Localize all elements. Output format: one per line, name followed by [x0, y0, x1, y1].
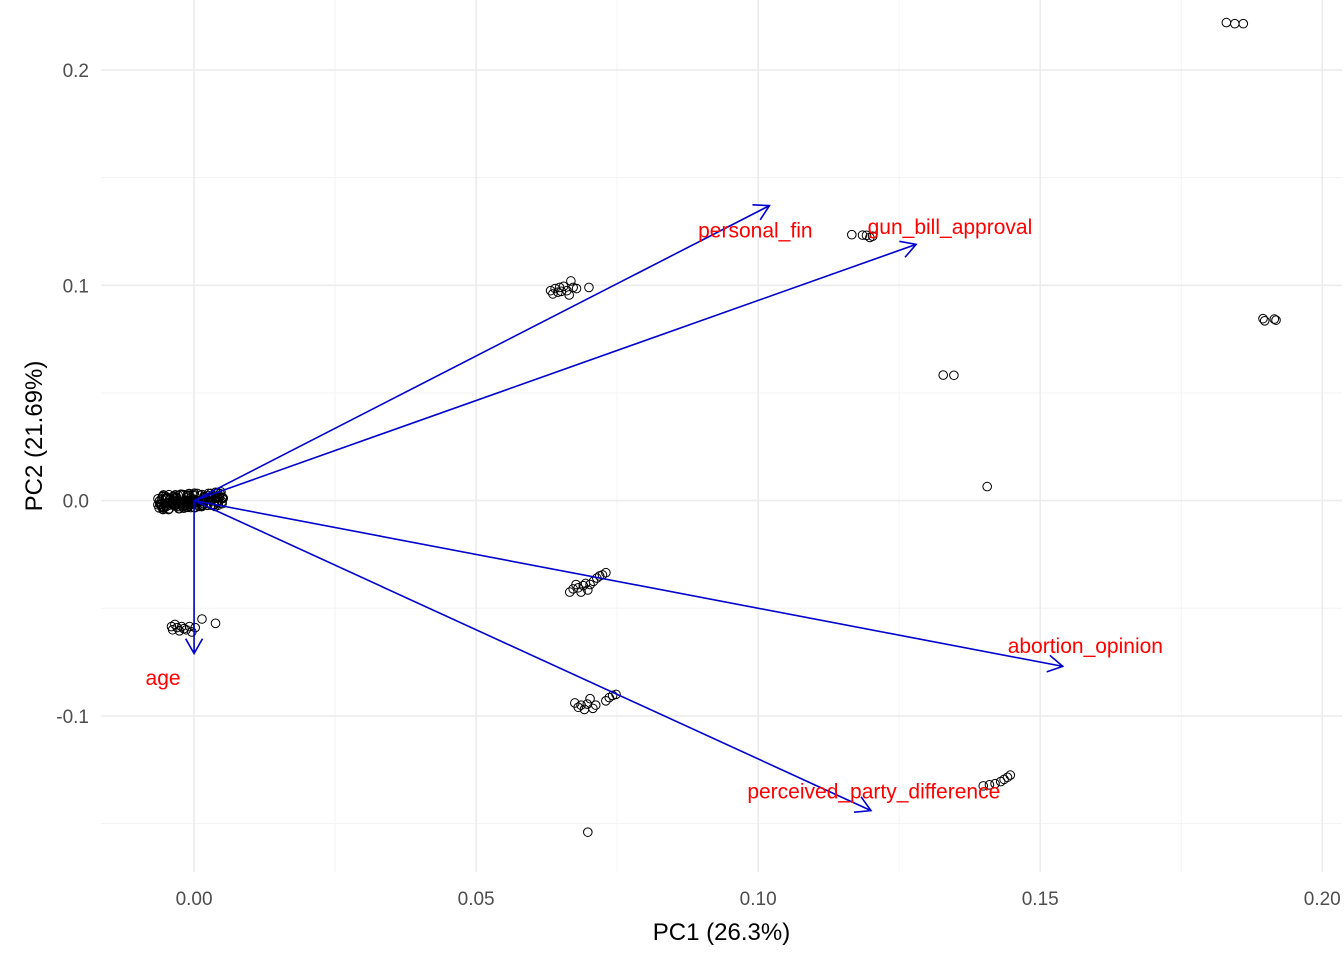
loading-label-abortion_opinion: abortion_opinion: [1008, 635, 1163, 658]
loading-arrow-abortion_opinion: [193, 499, 1063, 668]
score-point: [590, 700, 601, 710]
x-tick-label: 0.15: [1022, 889, 1059, 910]
cluster-point: [169, 500, 179, 511]
loading-label-gun_bill_approval: gun_bill_approval: [868, 216, 1033, 239]
score-point: [548, 289, 558, 299]
score-point: [545, 285, 556, 296]
loading-arrowhead-abortion_opinion: [1046, 654, 1065, 673]
cluster-point: [218, 493, 229, 503]
y-tick-label: 0.1: [63, 276, 89, 297]
cluster-point: [176, 489, 186, 499]
score-point: [556, 286, 567, 297]
loading-label-personal_fin: personal_fin: [698, 219, 812, 242]
cluster-point: [169, 496, 179, 507]
score-point: [179, 623, 189, 634]
score-point: [197, 614, 207, 624]
score-point: [585, 693, 595, 704]
score-point: [1269, 314, 1280, 324]
score-point: [1002, 772, 1013, 783]
loading-arrowhead-personal_fin: [752, 204, 771, 221]
y-tick-label: 0.0: [63, 492, 89, 513]
score-point: [190, 622, 201, 633]
loading-arrow-personal_fin: [193, 204, 770, 502]
score-point: [588, 703, 598, 714]
score-point: [1238, 18, 1249, 29]
score-point: [1258, 313, 1268, 324]
cluster-point: [158, 502, 169, 513]
loading-arrowhead-perceived_party_difference: [853, 796, 873, 813]
score-point: [170, 619, 180, 630]
score-point: [167, 624, 178, 635]
loading-arrowhead-gun_bill_approval: [899, 240, 918, 258]
x-tick-label: 0.10: [740, 889, 777, 910]
y-axis-ticks: -0.1 0.0 0.1 0.2: [56, 61, 89, 728]
score-point: [1230, 18, 1240, 29]
x-tick-label: 0.00: [176, 889, 213, 910]
cluster-point: [182, 502, 193, 513]
cluster-point: [171, 499, 181, 509]
cluster-point: [189, 488, 200, 498]
score-point: [566, 276, 576, 286]
score-point: [611, 689, 621, 700]
score-point: [984, 780, 995, 790]
loading-arrows: [184, 204, 1065, 813]
x-tick-label: 0.05: [458, 889, 495, 910]
x-axis-ticks: 0.00 0.05 0.10 0.15 0.20: [176, 889, 1341, 910]
score-point: [553, 287, 563, 297]
score-point: [601, 696, 611, 706]
cluster-point: [183, 501, 194, 511]
score-point: [571, 283, 582, 294]
score-point: [582, 699, 593, 709]
score-point: [583, 585, 593, 595]
score-point: [1005, 770, 1016, 780]
cluster-point: [161, 494, 172, 504]
loading-labels: personal_fin gun_bill_approval abortion_op…: [146, 216, 1163, 803]
grid-lines: [101, 0, 1342, 872]
score-point: [1259, 316, 1270, 326]
cluster-point: [213, 493, 223, 503]
score-point: [857, 230, 868, 240]
loading-label-age: age: [146, 667, 181, 690]
loading-arrowhead-age: [184, 638, 204, 656]
score-point: [172, 622, 182, 633]
y-tick-label: 0.2: [63, 61, 89, 82]
score-point: [601, 567, 611, 578]
cluster-point: [156, 499, 166, 510]
score-point: [584, 282, 594, 293]
loading-label-perceived_party_difference: perceived_party_difference: [747, 780, 1000, 803]
score-point: [982, 481, 992, 492]
score-point: [1271, 315, 1281, 325]
score-points: [166, 17, 1281, 837]
score-point: [585, 579, 595, 590]
score-point: [867, 231, 878, 241]
score-point: [181, 624, 191, 635]
loading-arrow-gun_bill_approval: [193, 243, 917, 502]
origin-point-cluster: [153, 487, 229, 515]
score-point: [583, 827, 593, 837]
score-point: [564, 587, 575, 597]
score-point: [1221, 17, 1232, 28]
y-axis-title: PC2 (21.69%): [21, 361, 48, 512]
score-point: [847, 229, 857, 240]
score-point: [576, 587, 586, 597]
y-tick-label: -0.1: [56, 707, 89, 728]
score-point: [571, 579, 581, 590]
score-point: [978, 781, 989, 791]
score-point: [564, 290, 574, 300]
x-tick-label: 0.20: [1304, 889, 1341, 910]
score-point: [210, 618, 221, 629]
score-point: [938, 370, 948, 380]
x-axis-title: PC1 (26.3%): [653, 919, 790, 946]
loading-arrow-perceived_party_difference: [193, 499, 872, 812]
score-point: [573, 702, 584, 713]
score-point: [990, 778, 1000, 789]
score-point: [949, 370, 959, 381]
